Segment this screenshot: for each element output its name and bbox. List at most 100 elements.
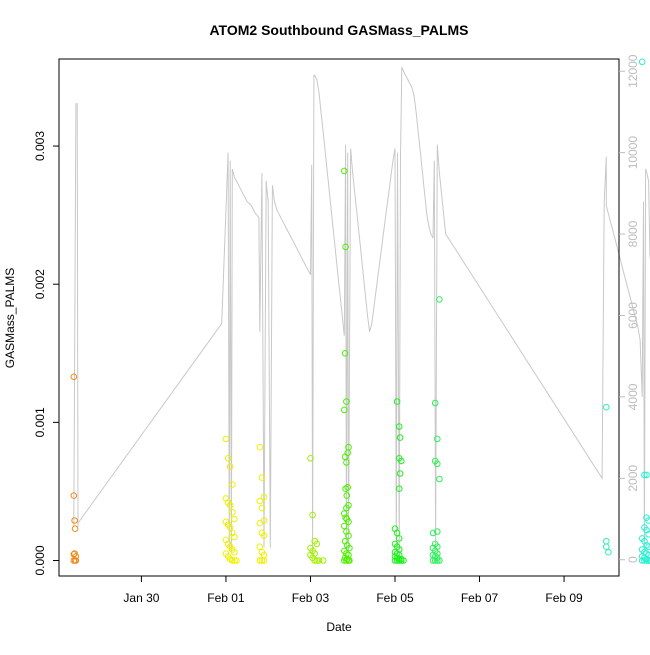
y2-tick-label: 8000 bbox=[626, 220, 640, 247]
data-point bbox=[260, 532, 268, 540]
data-point bbox=[341, 557, 348, 564]
data-point bbox=[434, 557, 441, 564]
y2-tick-label: 2000 bbox=[626, 465, 640, 492]
data-point bbox=[641, 557, 648, 564]
data-point bbox=[431, 557, 439, 564]
data-point bbox=[343, 557, 350, 564]
data-point bbox=[231, 557, 238, 564]
data-point bbox=[229, 557, 236, 564]
data-point bbox=[345, 557, 352, 564]
data-point bbox=[309, 511, 316, 519]
x-axis: Jan 30 Feb 01 Feb 03 Feb 05 Feb 07 Feb 09 bbox=[123, 576, 583, 605]
data-point bbox=[258, 504, 266, 512]
data-point bbox=[341, 522, 348, 530]
data-point bbox=[311, 557, 319, 564]
data-point bbox=[393, 398, 401, 405]
data-point bbox=[343, 398, 350, 405]
data-point bbox=[256, 443, 264, 451]
data-point bbox=[229, 481, 236, 488]
data-point bbox=[226, 524, 234, 531]
x-tick-label: Feb 09 bbox=[545, 591, 583, 605]
y2-tick-label: 0 bbox=[626, 556, 640, 563]
data-point bbox=[260, 493, 268, 501]
x-tick-label: Feb 07 bbox=[461, 591, 499, 605]
data-point bbox=[641, 471, 648, 479]
data-point bbox=[256, 519, 264, 527]
chart-title: ATOM2 Southbound GASMass_PALMS bbox=[209, 22, 468, 38]
y2-tick-label: 4000 bbox=[626, 383, 640, 410]
data-point bbox=[341, 167, 348, 175]
data-point bbox=[605, 548, 612, 556]
data-point bbox=[436, 557, 443, 564]
data-point bbox=[342, 485, 349, 493]
data-point bbox=[395, 557, 403, 564]
data-point bbox=[342, 243, 349, 251]
y2-tick-label: 10000 bbox=[626, 136, 640, 170]
series-group bbox=[70, 373, 80, 564]
data-point bbox=[396, 434, 404, 441]
y-tick-label: 0.002 bbox=[33, 269, 47, 299]
data-point bbox=[315, 557, 323, 564]
x-tick-label: Feb 05 bbox=[376, 591, 414, 605]
data-point bbox=[343, 459, 350, 466]
data-point bbox=[645, 531, 650, 538]
data-point bbox=[256, 497, 264, 505]
data-point bbox=[431, 399, 439, 407]
data-point bbox=[226, 502, 234, 509]
data-point bbox=[319, 557, 327, 564]
data-point bbox=[603, 543, 610, 551]
data-point bbox=[395, 535, 403, 542]
y-tick-label: 0.003 bbox=[33, 131, 47, 161]
points-layer bbox=[70, 58, 650, 564]
data-point bbox=[645, 517, 650, 524]
data-point bbox=[434, 460, 441, 468]
data-point bbox=[645, 543, 650, 550]
data-point bbox=[429, 557, 437, 564]
x-tick-label: Jan 30 bbox=[123, 591, 159, 605]
data-point bbox=[436, 475, 443, 483]
data-point bbox=[231, 515, 238, 523]
data-point bbox=[70, 373, 78, 381]
series-group bbox=[307, 455, 327, 564]
data-point bbox=[643, 557, 650, 564]
data-point bbox=[343, 504, 350, 512]
data-point bbox=[391, 557, 399, 564]
x-tick-label: Feb 03 bbox=[292, 591, 330, 605]
plot-frame bbox=[58, 58, 620, 577]
data-point bbox=[647, 557, 650, 564]
data-point bbox=[400, 557, 407, 564]
data-point bbox=[434, 528, 441, 535]
data-point bbox=[70, 492, 78, 499]
data-point bbox=[341, 510, 348, 517]
data-point bbox=[395, 423, 403, 430]
data-point bbox=[398, 457, 405, 465]
y2-tick-label: 12000 bbox=[626, 54, 640, 88]
data-point bbox=[345, 532, 352, 540]
data-point bbox=[638, 557, 646, 564]
data-point bbox=[231, 548, 238, 556]
data-point bbox=[256, 557, 264, 564]
altitude-layer bbox=[73, 66, 650, 552]
data-point bbox=[398, 557, 405, 564]
data-point bbox=[341, 406, 348, 414]
y2-tick-label: 6000 bbox=[626, 302, 640, 329]
series-group bbox=[341, 167, 353, 564]
data-point bbox=[343, 492, 351, 499]
data-point bbox=[72, 557, 80, 564]
data-point bbox=[70, 551, 78, 558]
data-point bbox=[341, 350, 349, 357]
series-group bbox=[638, 58, 650, 564]
data-point bbox=[395, 485, 403, 493]
series-group bbox=[603, 403, 612, 556]
data-point bbox=[638, 58, 646, 66]
data-point bbox=[231, 533, 238, 541]
data-point bbox=[436, 296, 443, 303]
series-group bbox=[222, 435, 268, 564]
data-point bbox=[229, 508, 236, 516]
data-point bbox=[393, 529, 401, 537]
data-point bbox=[603, 403, 610, 411]
x-tick-label: Feb 01 bbox=[207, 591, 245, 605]
data-point bbox=[345, 518, 352, 526]
